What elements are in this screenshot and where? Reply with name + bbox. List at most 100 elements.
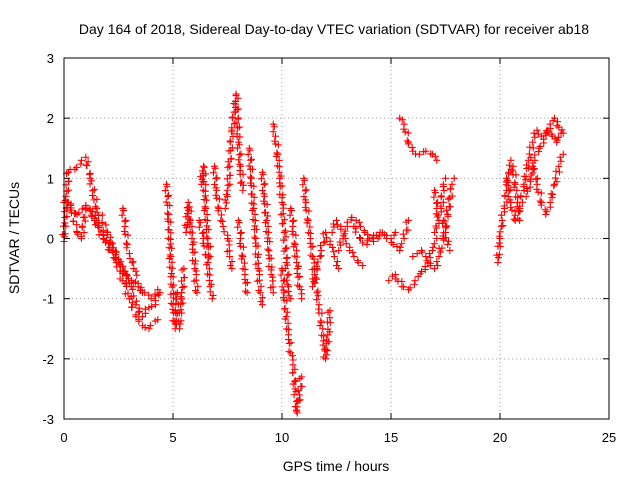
data-point <box>235 123 243 131</box>
data-point <box>151 290 159 298</box>
data-point <box>359 239 367 247</box>
data-point <box>534 188 542 196</box>
data-point <box>249 165 257 173</box>
data-point <box>86 170 94 178</box>
data-point <box>426 259 434 267</box>
data-point <box>240 259 248 267</box>
data-point <box>194 282 202 290</box>
data-point <box>359 262 367 270</box>
data-point <box>78 205 86 213</box>
data-point <box>265 255 273 263</box>
data-point <box>434 211 442 219</box>
data-point <box>246 173 254 181</box>
data-point <box>123 282 131 290</box>
data-point <box>239 181 247 189</box>
data-point <box>279 219 287 227</box>
data-point <box>328 243 336 251</box>
data-point <box>529 166 537 174</box>
data-point <box>206 253 214 261</box>
data-point <box>238 178 246 186</box>
data-point <box>191 260 199 268</box>
data-point <box>299 181 307 189</box>
data-point <box>166 251 174 259</box>
data-point <box>87 211 95 219</box>
data-point <box>527 171 535 179</box>
data-point <box>525 150 533 158</box>
data-point <box>412 150 420 158</box>
data-point <box>226 262 234 270</box>
data-point <box>429 243 437 251</box>
data-point <box>129 285 137 293</box>
data-point <box>234 124 242 132</box>
data-point <box>175 309 183 317</box>
data-point <box>257 175 265 183</box>
data-point <box>513 186 521 194</box>
data-point <box>118 211 126 219</box>
data-point <box>245 144 253 152</box>
data-point <box>99 231 107 239</box>
data-point <box>409 253 417 261</box>
data-point <box>228 114 236 122</box>
data-point <box>98 211 106 219</box>
data-point <box>281 315 289 323</box>
data-point <box>287 339 295 347</box>
data-point <box>280 286 288 294</box>
data-point <box>534 130 542 138</box>
data-point <box>508 206 516 214</box>
data-point <box>164 209 172 217</box>
data-point <box>124 231 132 239</box>
data-point <box>217 211 225 219</box>
data-point <box>304 229 312 237</box>
data-point <box>400 235 408 242</box>
data-point <box>438 219 446 227</box>
data-point <box>273 162 281 170</box>
data-point <box>91 216 99 224</box>
data-point <box>320 239 328 247</box>
data-point <box>259 186 267 194</box>
y-tick-label: -1 <box>42 292 54 307</box>
data-point <box>166 201 174 209</box>
data-point <box>437 202 445 210</box>
data-point <box>356 235 364 242</box>
data-point <box>133 271 141 279</box>
data-point <box>200 164 208 172</box>
data-point <box>510 215 518 223</box>
data-point <box>431 265 439 273</box>
data-point <box>66 166 74 174</box>
data-point <box>557 157 565 165</box>
data-point <box>290 217 298 225</box>
data-point <box>352 228 360 236</box>
data-point <box>410 280 418 288</box>
data-point <box>323 234 331 242</box>
data-point <box>326 237 334 245</box>
data-point <box>398 240 406 248</box>
data-point <box>294 273 302 281</box>
data-point <box>136 307 144 315</box>
data-point <box>421 263 429 271</box>
data-point <box>236 160 244 168</box>
data-point <box>277 271 285 279</box>
data-point <box>248 199 256 207</box>
data-point <box>536 142 544 150</box>
data-point <box>526 143 534 151</box>
data-point <box>356 234 364 242</box>
data-point <box>365 235 373 242</box>
data-point <box>232 108 240 116</box>
data-point <box>261 209 269 217</box>
data-point <box>121 217 129 225</box>
data-point <box>354 257 362 265</box>
data-point <box>250 225 258 233</box>
data-point <box>168 258 176 266</box>
data-point <box>217 217 225 225</box>
data-point <box>227 147 235 155</box>
data-point <box>124 275 132 283</box>
data-point <box>284 287 292 295</box>
data-point <box>496 228 504 236</box>
data-point <box>91 203 99 211</box>
data-point <box>258 301 266 309</box>
data-point <box>186 228 194 236</box>
data-point <box>67 204 75 212</box>
data-point <box>280 236 288 244</box>
x-tick-label: 10 <box>275 430 289 445</box>
data-point <box>246 146 254 154</box>
